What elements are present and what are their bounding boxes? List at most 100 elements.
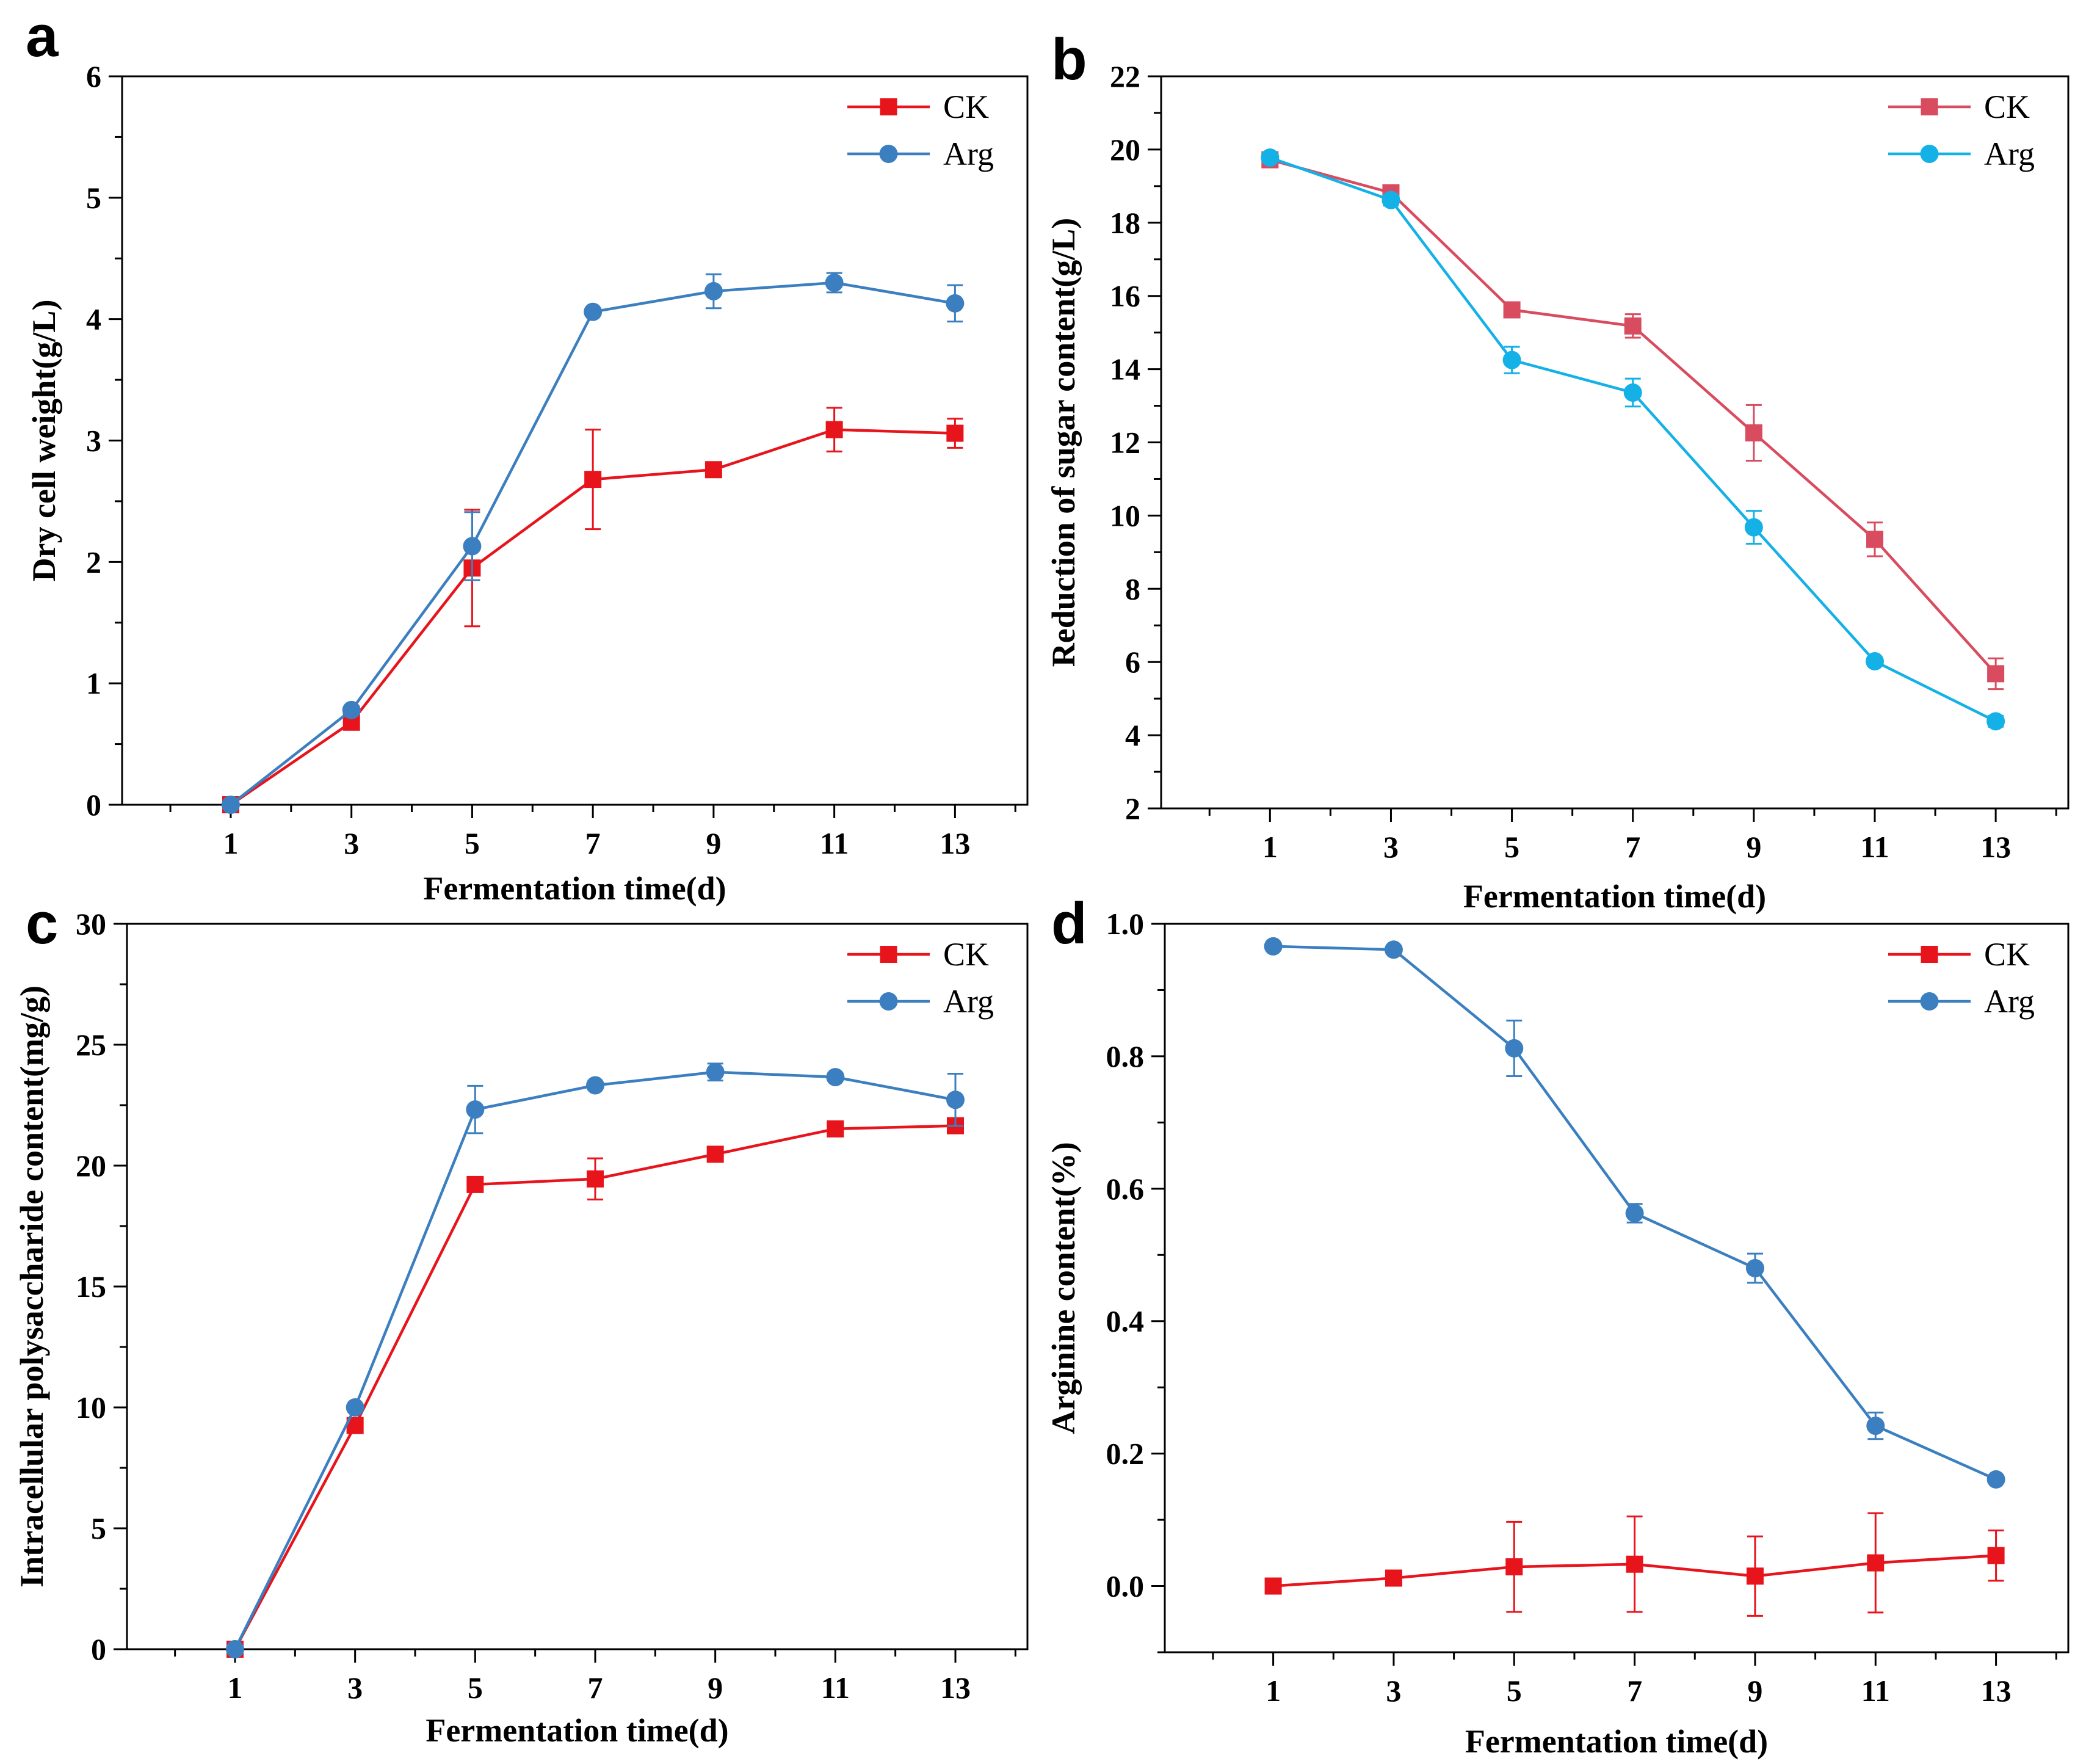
y-tick-label: 6 [1125, 645, 1140, 679]
y-tick-label: 0.6 [1106, 1172, 1145, 1206]
legend-marker-arg [879, 992, 898, 1011]
legend-marker-ck [1921, 946, 1938, 963]
y-tick-label: 14 [1110, 352, 1140, 387]
data-point [587, 1170, 604, 1188]
legend-label-ck: CK [1984, 936, 2030, 973]
y-tick-label: 0.8 [1106, 1039, 1145, 1073]
series-arg [221, 272, 965, 814]
x-tick-label: 13 [1980, 830, 2011, 864]
y-tick-label: 5 [86, 181, 101, 215]
x-tick-label: 1 [1262, 830, 1278, 864]
x-tick-label: 11 [820, 826, 849, 860]
x-tick-label: 5 [1504, 830, 1519, 864]
data-point [825, 274, 844, 292]
data-point [1623, 383, 1642, 402]
y-tick-label: 16 [1110, 279, 1140, 313]
data-point [221, 796, 240, 814]
data-point [1987, 1547, 2005, 1564]
legend-label-ck: CK [943, 89, 989, 125]
x-tick-label: 9 [708, 1671, 723, 1705]
data-point [1986, 712, 2005, 731]
data-point [1867, 1554, 1885, 1572]
y-tick-label: 0 [86, 788, 101, 822]
data-point [1744, 518, 1763, 537]
legend-marker-ck [1921, 98, 1938, 115]
y-tick-label: 6 [86, 59, 101, 93]
y-axis-title: Intracellular polysaccharide content(mg/… [13, 985, 50, 1588]
data-point [1385, 1569, 1402, 1587]
x-tick-label: 1 [223, 826, 238, 860]
series-ck [1264, 1512, 2005, 1617]
y-tick-label: 1 [86, 666, 101, 700]
x-tick-label: 3 [1383, 830, 1399, 864]
y-tick-label: 15 [76, 1269, 106, 1304]
x-tick-label: 1 [1266, 1674, 1281, 1708]
data-point [826, 1068, 845, 1087]
data-point [1382, 191, 1400, 209]
x-tick-label: 13 [940, 1671, 971, 1705]
x-tick-label: 7 [588, 1671, 603, 1705]
data-point [1505, 1558, 1523, 1576]
legend-marker-arg [1920, 992, 1939, 1011]
data-point [342, 700, 361, 719]
x-axis-title: Fermentation time(d) [1465, 1723, 1768, 1760]
x-tick-label: 11 [1860, 830, 1889, 864]
y-tick-label: 18 [1110, 206, 1140, 240]
y-axis-title: Dry cell weight(g/L) [26, 300, 62, 582]
y-tick-label: 10 [1110, 498, 1140, 532]
data-point [1261, 148, 1280, 167]
y-tick-label: 20 [76, 1149, 106, 1183]
legend-label-ck: CK [1984, 89, 2030, 125]
data-point [466, 1100, 485, 1119]
panel-letter-d: d [1051, 891, 1087, 956]
x-tick-label: 5 [1507, 1674, 1522, 1708]
x-tick-label: 9 [706, 826, 721, 860]
legend-label-ck: CK [943, 936, 989, 973]
data-point [1384, 940, 1403, 959]
data-point [463, 537, 482, 556]
data-point [1987, 665, 2005, 683]
y-tick-label: 0.4 [1106, 1304, 1145, 1338]
data-point [1745, 424, 1762, 441]
y-tick-label: 0.2 [1106, 1437, 1145, 1471]
x-axis-title: Fermentation time(d) [423, 870, 726, 907]
data-point [226, 1640, 244, 1658]
y-tick-label: 8 [1125, 572, 1140, 606]
plot-frame [1164, 923, 2070, 1653]
series-ck [226, 1117, 964, 1658]
data-point [584, 471, 602, 488]
y-tick-label: 0.0 [1106, 1569, 1145, 1603]
y-tick-label: 20 [1110, 132, 1140, 167]
legend-marker-arg [1920, 145, 1939, 163]
series-arg [1261, 148, 2005, 731]
series-arg [1264, 937, 2005, 1489]
y-tick-label: 2 [86, 545, 101, 579]
panel-letter-a: a [26, 4, 59, 69]
y-axis-title: Arginine content(%) [1045, 1142, 1082, 1434]
x-tick-label: 13 [940, 826, 970, 860]
x-tick-label: 3 [344, 826, 359, 860]
y-tick-label: 2 [1125, 791, 1140, 826]
data-point [946, 1091, 965, 1109]
x-tick-label: 5 [468, 1671, 483, 1705]
x-tick-label: 3 [1386, 1674, 1401, 1708]
x-tick-label: 13 [1981, 1674, 2012, 1708]
legend-label-arg: Arg [943, 983, 994, 1020]
data-point [1503, 301, 1521, 319]
x-tick-label: 3 [347, 1671, 363, 1705]
x-axis-title: Fermentation time(d) [1463, 878, 1766, 915]
data-point [584, 302, 603, 321]
y-tick-label: 1.0 [1106, 907, 1145, 941]
data-point [1624, 317, 1642, 335]
data-point [827, 1120, 844, 1138]
data-point [704, 461, 722, 479]
y-tick-label: 30 [76, 907, 106, 941]
y-tick-label: 4 [1125, 718, 1140, 752]
x-tick-label: 11 [1861, 1674, 1890, 1708]
x-tick-label: 5 [465, 826, 480, 860]
data-point [1625, 1203, 1644, 1222]
data-point [1865, 652, 1884, 671]
